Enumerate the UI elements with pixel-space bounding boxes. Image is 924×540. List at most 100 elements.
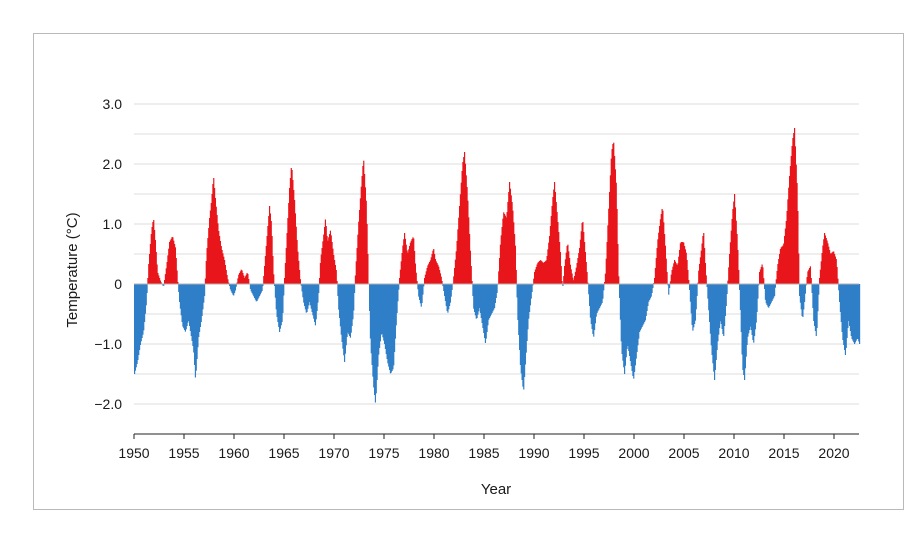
data-bar <box>638 284 640 339</box>
data-bar <box>770 284 772 303</box>
data-bar <box>639 284 641 332</box>
data-bar <box>842 284 844 340</box>
data-bar <box>804 284 806 302</box>
data-bar <box>536 264 538 284</box>
data-bar <box>166 262 168 284</box>
data-bar <box>483 284 485 333</box>
data-bar <box>256 284 258 301</box>
data-bar <box>660 214 662 284</box>
data-bar <box>268 216 270 284</box>
data-bar <box>407 252 409 284</box>
data-bar <box>350 284 352 333</box>
data-bar <box>718 284 720 335</box>
data-bar <box>720 284 722 324</box>
data-bar <box>525 284 527 353</box>
data-bar <box>484 284 486 338</box>
data-bar <box>458 217 460 284</box>
data-bar <box>760 267 762 284</box>
data-bar <box>229 284 231 286</box>
data-bar <box>246 273 248 284</box>
data-bar <box>829 250 831 284</box>
data-bar <box>479 284 481 308</box>
data-bar <box>558 232 560 284</box>
data-bar <box>791 146 793 284</box>
data-bar <box>786 211 788 284</box>
data-bar <box>197 284 199 348</box>
data-bar <box>292 180 294 284</box>
data-bar <box>695 284 697 310</box>
data-bar <box>146 284 148 293</box>
data-bar <box>208 228 210 284</box>
data-bar <box>261 284 263 291</box>
x-tick-label: 1950 <box>118 445 149 461</box>
x-tick-label: 1960 <box>218 445 249 461</box>
data-bar <box>614 169 617 284</box>
data-bar <box>852 284 854 341</box>
data-bar <box>847 284 849 328</box>
data-bar <box>537 262 539 284</box>
data-bar <box>750 284 752 330</box>
data-bar <box>259 284 262 295</box>
data-bar <box>762 267 764 284</box>
data-bar <box>160 282 162 284</box>
data-bar <box>409 242 412 284</box>
data-bar <box>675 263 677 284</box>
data-bar <box>764 284 767 300</box>
data-bar <box>459 194 462 284</box>
data-bar <box>700 250 702 284</box>
data-bar <box>477 284 479 315</box>
data-bar <box>748 284 750 334</box>
data-bar <box>406 250 408 284</box>
data-bar <box>575 267 577 284</box>
data-bar <box>362 166 364 284</box>
data-bar <box>749 284 752 327</box>
data-bar <box>555 202 557 284</box>
data-bar <box>432 250 434 284</box>
data-bar <box>854 284 857 343</box>
data-bar <box>188 284 190 321</box>
data-bar <box>332 248 334 284</box>
data-bar <box>281 284 283 322</box>
data-bar <box>520 284 522 374</box>
data-bar <box>619 284 622 320</box>
data-bar <box>492 284 494 312</box>
data-bar <box>411 239 413 284</box>
data-bar <box>703 233 705 284</box>
data-bar <box>756 284 758 312</box>
data-bar <box>137 284 139 360</box>
data-bar <box>620 284 622 342</box>
data-bar <box>637 284 639 346</box>
data-bar <box>690 284 692 314</box>
data-bar <box>254 284 257 300</box>
data-bar <box>845 284 847 348</box>
data-bar <box>737 250 739 284</box>
data-bar <box>721 284 723 329</box>
data-bar <box>401 253 403 284</box>
data-bar <box>385 284 387 354</box>
data-bar <box>704 263 707 284</box>
data-bar <box>526 284 528 341</box>
data-bar <box>774 284 777 288</box>
data-bar <box>841 284 843 332</box>
data-bar <box>584 252 587 284</box>
data-bar <box>462 162 464 284</box>
data-bar <box>243 275 245 284</box>
data-bar <box>280 284 282 326</box>
data-bar <box>600 284 602 305</box>
data-bar <box>543 262 545 284</box>
data-bar <box>387 284 389 364</box>
data-bar <box>574 271 577 284</box>
data-bar <box>450 284 452 297</box>
data-bar <box>712 284 714 364</box>
data-bar <box>794 128 796 284</box>
data-bar <box>474 284 476 312</box>
data-bar <box>751 284 753 335</box>
data-bar <box>201 284 203 316</box>
data-bar <box>699 264 701 284</box>
data-bar <box>541 261 543 284</box>
data-bar <box>162 284 164 286</box>
data-bar <box>329 230 332 284</box>
data-bar <box>380 284 382 335</box>
data-bar <box>424 278 426 284</box>
